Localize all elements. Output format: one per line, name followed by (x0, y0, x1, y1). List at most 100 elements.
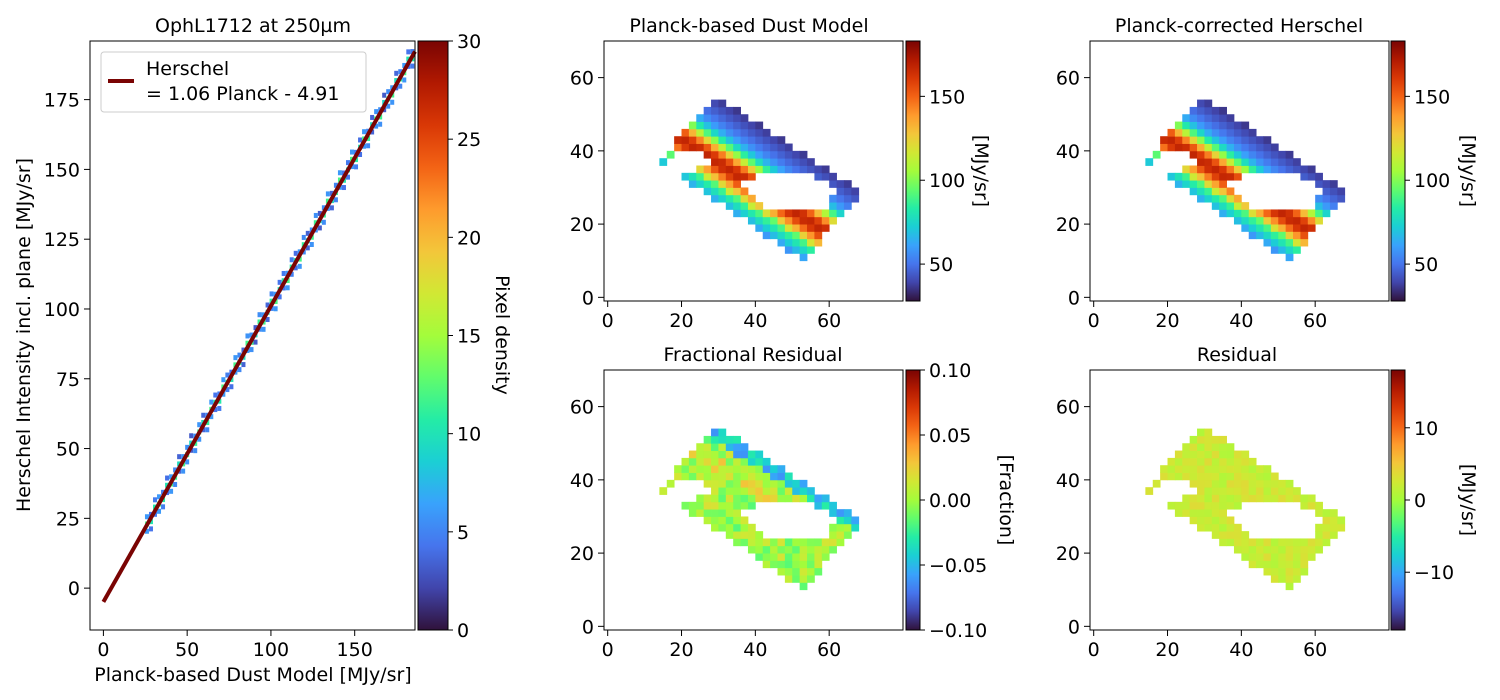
map-pixel (1248, 494, 1257, 503)
map-pixel (1219, 136, 1227, 144)
map-pixel (843, 194, 852, 203)
map-pixel (1256, 143, 1264, 152)
map-pixel (1167, 128, 1176, 137)
map-pixel (792, 238, 801, 247)
density-cell (406, 49, 411, 55)
map-pixel (681, 501, 690, 510)
map-pixel (747, 531, 756, 539)
map-pixel (792, 494, 801, 503)
map-pixel (807, 158, 815, 166)
m1-x-tick-label: 40 (743, 310, 767, 332)
map-pixel (762, 560, 771, 569)
map-pixel (1285, 487, 1294, 495)
map-pixel (799, 165, 808, 174)
map-pixel (1189, 516, 1198, 525)
map-pixel (792, 231, 801, 240)
density-cell (245, 340, 250, 346)
density-cell (333, 182, 338, 188)
map-pixel (836, 509, 845, 517)
map-pixel (1226, 443, 1235, 451)
map-pixel (843, 202, 852, 210)
map-pixel (762, 472, 771, 481)
residual-colorbar-ticks: −10 0 10 (1405, 418, 1454, 584)
m4-colorbar-tick-label: 0 (1414, 490, 1426, 512)
density-cell (241, 347, 246, 353)
map-pixel (1322, 523, 1331, 532)
m4-colorbar-tick-label: −10 (1414, 562, 1454, 584)
map-pixel (770, 209, 778, 218)
map-pixel (1189, 501, 1198, 510)
map-pixel (696, 501, 705, 510)
m2-colorbar-tick-label: 50 (1414, 254, 1438, 276)
map-pixel (755, 121, 764, 130)
map-pixel (725, 487, 734, 495)
map-pixel (1248, 150, 1257, 159)
map-pixel (777, 143, 786, 152)
map-pixel (740, 202, 749, 210)
map-pixel (1241, 472, 1250, 481)
density-cell (177, 454, 182, 460)
map-pixel (733, 194, 741, 203)
map-pixel (784, 538, 793, 547)
map-pixel (696, 472, 705, 481)
map-pixel (1219, 457, 1227, 466)
density-cell (173, 481, 178, 487)
map-pixel (1256, 209, 1264, 218)
map-pixel (1167, 465, 1176, 473)
map-pixel (711, 487, 719, 495)
map-pixel (755, 487, 764, 495)
map-pixel (733, 136, 741, 144)
map-pixel (762, 224, 771, 232)
density-cell (301, 234, 306, 240)
map-pixel (1293, 224, 1301, 232)
map-pixel (807, 545, 815, 554)
map-pixel (725, 443, 734, 451)
map-pixel (718, 457, 727, 466)
scatter-x-tick-label: 100 (253, 639, 289, 661)
map-pixel (770, 231, 778, 240)
map-pixel (1211, 443, 1220, 451)
map-pixel (659, 487, 668, 495)
residual-x-ticks: 0 20 40 60 (1088, 630, 1327, 661)
map-pixel (784, 479, 793, 488)
map-pixel (1226, 136, 1235, 144)
map-pixel (1263, 136, 1272, 144)
map-pixel (1226, 158, 1235, 166)
m4-x-tick-label: 40 (1229, 639, 1253, 661)
map-pixel (740, 443, 749, 451)
map-pixel (755, 472, 764, 481)
density-cell (366, 143, 371, 149)
scatter-y-tick-label: 100 (44, 299, 80, 321)
map-pixel (1219, 523, 1227, 532)
map-pixel (1256, 150, 1264, 159)
map-pixel (681, 472, 690, 481)
map-pixel (733, 202, 741, 210)
density-cell (350, 149, 355, 155)
map-pixel (1241, 128, 1250, 137)
m3-x-tick-label: 0 (602, 639, 614, 661)
map-pixel (799, 487, 808, 495)
map-pixel (711, 172, 719, 181)
map-pixel (740, 501, 749, 510)
map-pixel (1256, 545, 1264, 554)
map-pixel (777, 560, 786, 569)
map-pixel (733, 501, 741, 510)
density-cell (398, 69, 403, 75)
map-pixel (1285, 216, 1294, 225)
map-pixel (843, 523, 852, 532)
corrected-title: Planck-corrected Herschel (1115, 15, 1363, 37)
map-pixel (777, 538, 786, 547)
map-pixel (814, 209, 823, 218)
map-pixel (1211, 121, 1220, 130)
map-pixel (725, 435, 734, 444)
density-cell (285, 278, 290, 284)
map-pixel (688, 450, 697, 459)
map-pixel (1197, 187, 1205, 196)
residual-title: Residual (1197, 344, 1277, 366)
map-pixel (1219, 194, 1227, 203)
map-pixel (718, 509, 727, 517)
scatter-colorbar-tick-label: 0 (457, 620, 469, 642)
map-pixel (681, 128, 690, 137)
map-pixel (1241, 545, 1250, 554)
map-pixel (718, 121, 727, 130)
